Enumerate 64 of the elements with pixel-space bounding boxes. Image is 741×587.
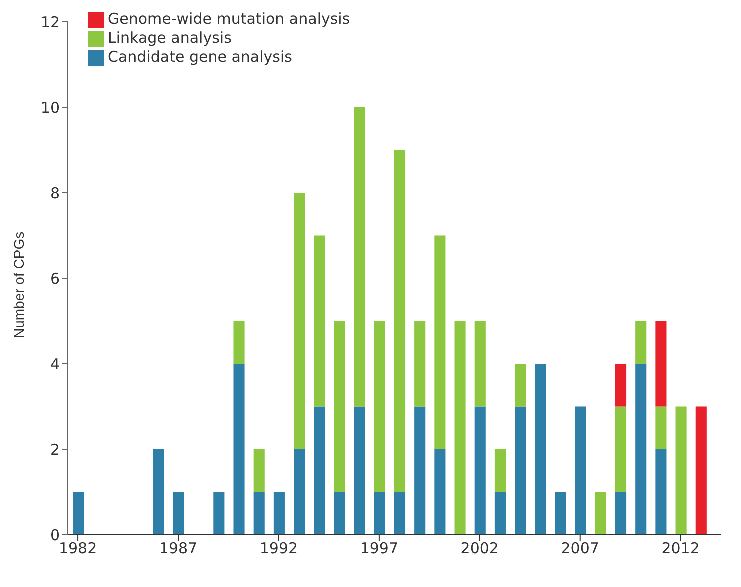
bar [214,492,225,535]
bar [494,450,506,492]
bar [414,321,426,407]
bar [294,450,306,535]
y-tick-label: 12 [40,13,60,32]
bar [394,150,406,492]
bar [314,406,326,535]
bar [575,406,586,535]
bar [696,406,707,535]
bar [636,321,647,364]
bar [374,321,386,492]
legend-label: Candidate gene analysis [108,48,292,66]
bar [334,321,346,492]
bar [676,406,687,535]
y-tick-label: 6 [50,270,60,288]
bar [515,406,526,535]
bar [555,492,566,535]
bar [414,406,426,535]
bar [434,236,446,450]
bar [374,492,386,535]
bar [234,364,245,535]
x-tick-label: 1982 [58,540,98,558]
bar [354,406,366,535]
bar [153,450,164,535]
bar [656,406,667,450]
x-tick-label: 2007 [561,540,600,558]
legend-label: Genome-wide mutation analysis [108,10,350,28]
bar [354,108,366,407]
bar [334,492,346,535]
bar [615,492,627,535]
bar [535,364,546,535]
bar [394,492,406,535]
y-tick-label: 2 [50,440,60,459]
bar [474,321,486,407]
bar [314,236,326,407]
bar [454,321,466,535]
bar [656,321,667,407]
y-tick-label: 0 [50,526,60,544]
x-tick-label: 1987 [159,540,198,558]
x-tick-label: 1997 [360,540,399,558]
bar [234,321,245,364]
x-tick-label: 2012 [662,540,700,558]
y-tick-label: 10 [40,98,60,117]
y-tick-label: 4 [50,355,60,374]
y-axis-title: Number of CPGs [10,232,27,338]
bar [615,364,627,407]
bar [274,492,285,535]
bar [656,450,667,535]
bar [474,406,486,535]
x-tick-label: 2002 [460,540,499,558]
bar [173,492,185,535]
bar [515,364,526,407]
x-tick-label: 1992 [260,540,298,558]
bar [294,193,306,450]
bar [434,450,446,535]
bar [636,364,647,535]
bar [615,406,627,492]
bar [595,492,606,535]
bar [494,492,506,535]
legend-label: Linkage analysis [108,29,232,47]
bar [254,450,265,492]
y-tick-label: 8 [50,184,60,202]
bar [254,492,265,535]
bar [73,492,84,535]
